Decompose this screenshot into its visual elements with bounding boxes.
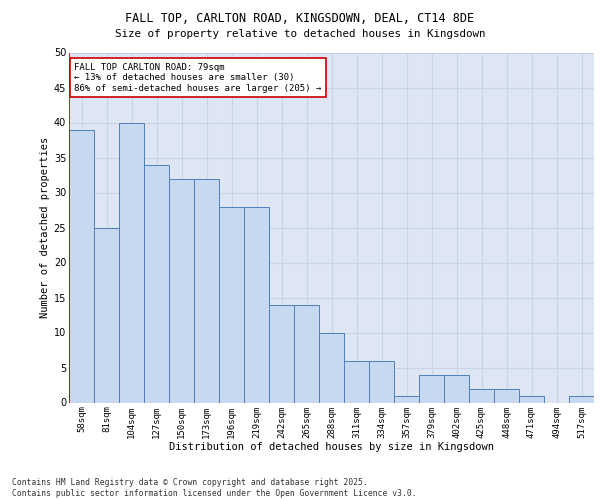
Y-axis label: Number of detached properties: Number of detached properties — [40, 137, 50, 318]
Bar — [494, 388, 519, 402]
Bar — [244, 206, 269, 402]
X-axis label: Distribution of detached houses by size in Kingsdown: Distribution of detached houses by size … — [169, 442, 494, 452]
Text: Size of property relative to detached houses in Kingsdown: Size of property relative to detached ho… — [115, 29, 485, 39]
Bar — [269, 304, 294, 402]
Bar — [219, 206, 244, 402]
Text: FALL TOP, CARLTON ROAD, KINGSDOWN, DEAL, CT14 8DE: FALL TOP, CARLTON ROAD, KINGSDOWN, DEAL,… — [125, 12, 475, 26]
Bar — [294, 304, 319, 402]
Bar — [119, 122, 144, 402]
Bar — [194, 178, 219, 402]
Bar — [469, 388, 494, 402]
Bar — [169, 178, 194, 402]
Bar — [369, 360, 394, 403]
Bar — [569, 396, 594, 402]
Bar — [344, 360, 369, 403]
Bar — [394, 396, 419, 402]
Bar — [419, 374, 444, 402]
Bar — [319, 332, 344, 402]
Bar — [519, 396, 544, 402]
Bar — [94, 228, 119, 402]
Text: Contains HM Land Registry data © Crown copyright and database right 2025.
Contai: Contains HM Land Registry data © Crown c… — [12, 478, 416, 498]
Bar — [69, 130, 94, 402]
Text: FALL TOP CARLTON ROAD: 79sqm
← 13% of detached houses are smaller (30)
86% of se: FALL TOP CARLTON ROAD: 79sqm ← 13% of de… — [74, 63, 322, 93]
Bar — [144, 164, 169, 402]
Bar — [444, 374, 469, 402]
